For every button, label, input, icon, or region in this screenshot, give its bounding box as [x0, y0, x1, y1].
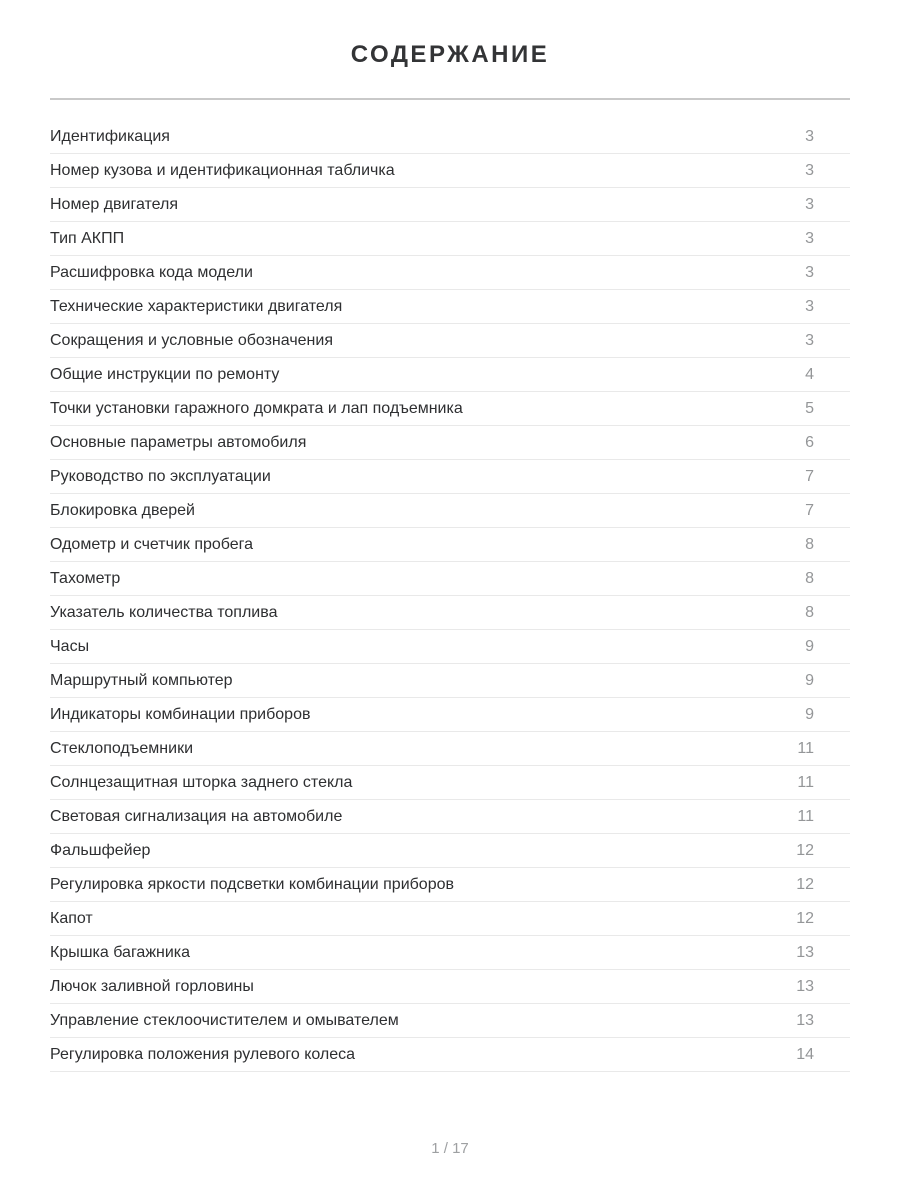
toc-row[interactable]: Световая сигнализация на автомобиле 11: [50, 800, 850, 834]
toc-row[interactable]: Индикаторы комбинации приборов 9: [50, 698, 850, 732]
toc-item-label: Руководство по эксплуатации: [50, 467, 271, 485]
toc-row[interactable]: Основные параметры автомобиля 6: [50, 426, 850, 460]
toc-item-page: 7: [805, 501, 814, 519]
toc-row[interactable]: Идентификация 3: [50, 120, 850, 154]
toc-row[interactable]: Технические характеристики двигателя 3: [50, 290, 850, 324]
toc-row[interactable]: Номер кузова и идентификационная табличк…: [50, 154, 850, 188]
toc-item-label: Номер двигателя: [50, 195, 179, 213]
toc-item-page: 3: [805, 297, 814, 315]
toc-item-label: Указатель количества топлива: [50, 603, 278, 621]
toc-row[interactable]: Часы 9: [50, 630, 850, 664]
toc-item-page: 13: [796, 977, 814, 995]
toc-item-page: 13: [796, 1011, 814, 1029]
toc-item-page: 7: [805, 467, 814, 485]
toc-item-page: 3: [805, 331, 814, 349]
toc-item-page: 3: [805, 127, 814, 145]
toc-item-page: 3: [805, 263, 814, 281]
toc-item-label: Регулировка положения рулевого колеса: [50, 1045, 356, 1063]
toc-row[interactable]: Лючок заливной горловины 13: [50, 970, 850, 1004]
toc-row[interactable]: Управление стеклоочистителем и омывателе…: [50, 1004, 850, 1038]
toc-item-label: Регулировка яркости подсветки комбинации…: [50, 875, 454, 893]
toc-item-label: Стеклоподъемники: [50, 739, 193, 757]
toc-item-label: Световая сигнализация на автомобиле: [50, 807, 343, 825]
toc-row[interactable]: Тахометр 8: [50, 562, 850, 596]
toc-item-label: Тахометр: [50, 569, 121, 587]
toc-item-label: Сокращения и условные обозначения: [50, 331, 333, 349]
toc-item-page: 8: [805, 569, 814, 587]
toc-item-page: 14: [796, 1045, 814, 1063]
toc-item-label: Управление стеклоочистителем и омывателе…: [50, 1011, 399, 1029]
toc-item-label: Номер кузова и идентификационная табличк…: [50, 161, 395, 179]
page-title: СОДЕРЖАНИЕ: [350, 41, 550, 68]
toc-item-label: Технические характеристики двигателя: [50, 297, 343, 315]
toc-item-label: Солнцезащитная шторка заднего стекла: [50, 773, 353, 791]
toc-item-page: 8: [805, 535, 814, 553]
toc-row[interactable]: Крышка багажника 13: [50, 936, 850, 970]
toc-row[interactable]: Капот 12: [50, 902, 850, 936]
toc-row[interactable]: Указатель количества топлива 8: [50, 596, 850, 630]
toc-list: Идентификация 3 Номер кузова и идентифик…: [50, 120, 850, 1072]
toc-item-label: Идентификация: [50, 127, 170, 145]
toc-item-page: 11: [797, 807, 814, 825]
toc-row[interactable]: Блокировка дверей 7: [50, 494, 850, 528]
toc-item-page: 9: [805, 705, 814, 723]
toc-item-label: Маршрутный компьютер: [50, 671, 233, 689]
toc-item-label: Капот: [50, 909, 93, 927]
toc-item-page: 9: [805, 671, 814, 689]
toc-row[interactable]: Стеклоподъемники 11: [50, 732, 850, 766]
toc-row[interactable]: Точки установки гаражного домкрата и лап…: [50, 392, 850, 426]
toc-item-page: 3: [805, 229, 814, 247]
toc-row[interactable]: Солнцезащитная шторка заднего стекла 11: [50, 766, 850, 800]
toc-item-page: 6: [805, 433, 814, 451]
toc-item-label: Общие инструкции по ремонту: [50, 365, 280, 383]
toc-item-page: 3: [805, 195, 814, 213]
toc-item-label: Крышка багажника: [50, 943, 191, 961]
toc-item-label: Основные параметры автомобиля: [50, 433, 307, 451]
toc-row[interactable]: Общие инструкции по ремонту 4: [50, 358, 850, 392]
toc-row[interactable]: Регулировка положения рулевого колеса 14: [50, 1038, 850, 1072]
toc-item-label: Блокировка дверей: [50, 501, 195, 519]
toc-item-label: Расшифровка кода модели: [50, 263, 253, 281]
toc-item-page: 11: [797, 773, 814, 791]
toc-row[interactable]: Сокращения и условные обозначения 3: [50, 324, 850, 358]
title-divider: [50, 98, 850, 100]
toc-item-page: 11: [797, 739, 814, 757]
toc-item-label: Индикаторы комбинации приборов: [50, 705, 311, 723]
toc-item-label: Одометр и счетчик пробега: [50, 535, 254, 553]
toc-item-label: Часы: [50, 637, 90, 655]
toc-item-page: 12: [796, 875, 814, 893]
toc-item-label: Точки установки гаражного домкрата и лап…: [50, 399, 463, 417]
toc-row[interactable]: Расшифровка кода модели 3: [50, 256, 850, 290]
toc-item-page: 12: [796, 909, 814, 927]
toc-row[interactable]: Тип АКПП 3: [50, 222, 850, 256]
toc-item-page: 12: [796, 841, 814, 859]
toc-row[interactable]: Регулировка яркости подсветки комбинации…: [50, 868, 850, 902]
toc-row[interactable]: Номер двигателя 3: [50, 188, 850, 222]
toc-item-page: 8: [805, 603, 814, 621]
toc-item-label: Тип АКПП: [50, 229, 125, 247]
page-indicator: 1 / 17: [431, 1140, 469, 1157]
toc-item-page: 9: [805, 637, 814, 655]
toc-row[interactable]: Маршрутный компьютер 9: [50, 664, 850, 698]
toc-item-page: 13: [796, 943, 814, 961]
toc-row[interactable]: Фальшфейер 12: [50, 834, 850, 868]
toc-item-page: 5: [805, 399, 814, 417]
toc-row[interactable]: Руководство по эксплуатации 7: [50, 460, 850, 494]
toc-item-label: Лючок заливной горловины: [50, 977, 254, 995]
toc-item-label: Фальшфейер: [50, 841, 151, 859]
toc-row[interactable]: Одометр и счетчик пробега 8: [50, 528, 850, 562]
toc-item-page: 3: [805, 161, 814, 179]
toc-item-page: 4: [805, 365, 814, 383]
